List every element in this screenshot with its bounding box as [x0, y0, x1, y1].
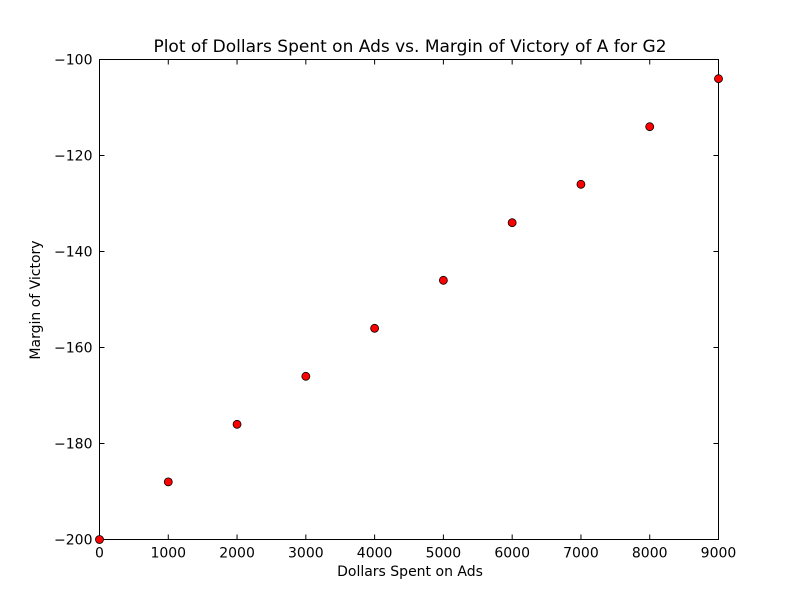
x-tick-label: 4000 [357, 546, 393, 562]
x-tick-label: 7000 [563, 546, 599, 562]
data-point [576, 179, 586, 189]
data-point [163, 477, 173, 487]
plot-area [99, 59, 719, 540]
y-tick-label: −100 [54, 53, 92, 69]
x-tick-label: 0 [95, 546, 104, 562]
x-axis-label: Dollars Spent on Ads [337, 564, 483, 580]
x-tick-label: 1000 [150, 546, 186, 562]
data-point [95, 535, 104, 544]
y-axis-label: Margin of Victory [28, 240, 44, 359]
chart-title: Plot of Dollars Spent on Ads vs. Margin … [153, 37, 666, 57]
data-point [438, 275, 448, 285]
y-tick-label: −160 [54, 341, 92, 357]
y-tick-label: −120 [54, 149, 92, 165]
x-tick-label: 6000 [494, 546, 530, 562]
data-point [301, 371, 311, 381]
data-point [232, 419, 242, 429]
x-tick-label: 9000 [701, 546, 737, 562]
x-tick-label: 3000 [288, 546, 324, 562]
data-points [95, 74, 723, 544]
data-point [714, 74, 723, 84]
x-axis: 0 1000 2000 3000 4000 5000 6000 7000 8000 9000 [95, 59, 737, 562]
y-axis: −200 −180 −160 −140 −120 −100 [54, 53, 719, 549]
data-point [370, 323, 380, 333]
plot-frame [99, 59, 719, 540]
y-tick-label: −180 [54, 437, 92, 453]
x-tick-label: 2000 [219, 546, 255, 562]
x-tick-label: 8000 [632, 546, 668, 562]
data-point [645, 122, 655, 132]
data-point [507, 218, 517, 228]
y-tick-label: −200 [54, 533, 92, 549]
x-tick-label: 5000 [426, 546, 462, 562]
y-tick-label: −140 [54, 245, 92, 261]
